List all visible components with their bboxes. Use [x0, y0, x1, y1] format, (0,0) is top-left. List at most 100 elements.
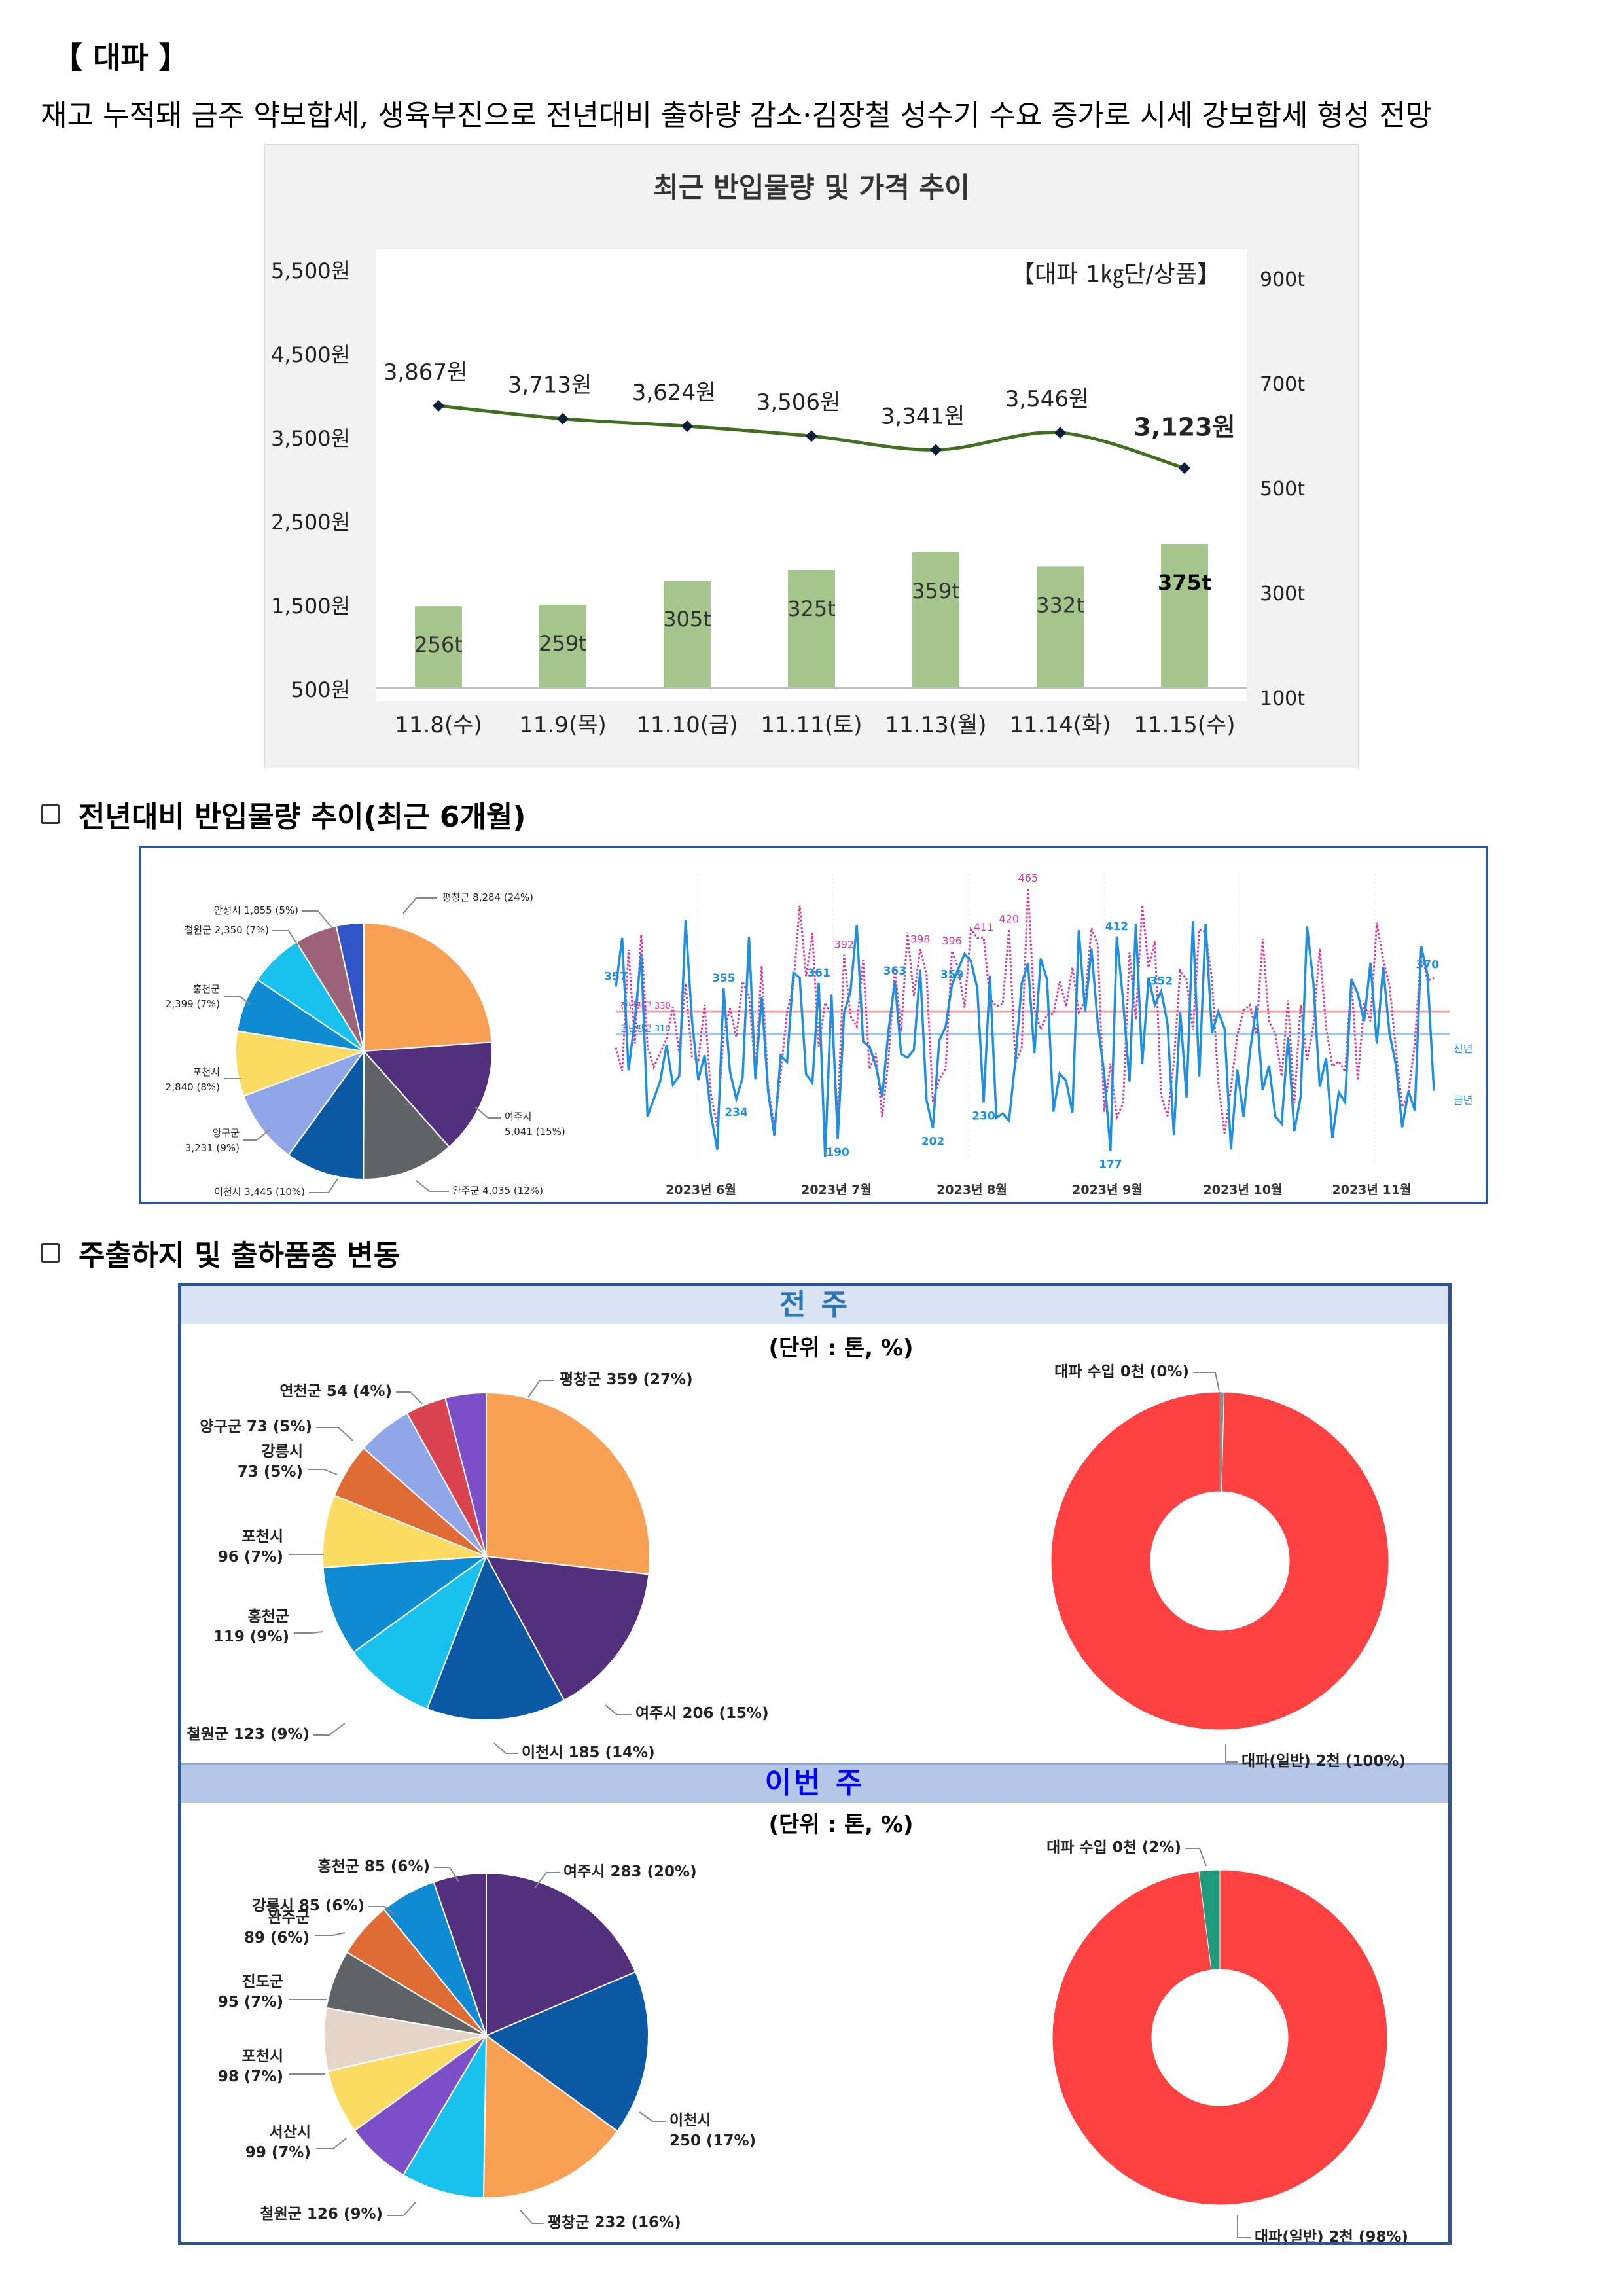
this-week-pie-slice: [402, 2033, 488, 2198]
last-year-data-label: 396: [942, 935, 962, 947]
y-left-tick-label: 500원: [291, 677, 350, 702]
this-year-line: [615, 920, 1435, 1158]
leader-line: [243, 1129, 270, 1141]
prev-week-pie-slice: [444, 1391, 487, 1557]
volume-bar: [664, 581, 711, 688]
leader-line: [402, 897, 437, 914]
last-year-data-label: 392: [834, 939, 855, 951]
price-point: [557, 412, 569, 425]
volume-data-label: 375t: [1158, 570, 1211, 595]
checkbox-icon: [41, 1243, 60, 1263]
x-tick-label: 11.8(수): [395, 712, 482, 738]
legend-last-year: 전년: [1454, 1043, 1472, 1055]
price-point: [930, 444, 942, 456]
prev-week-title: 전 주: [779, 1288, 851, 1321]
six-month-pie-slice: [362, 1041, 493, 1148]
pie-label: 이천시 185 (14%): [522, 1744, 655, 1761]
prev-week-region-pie: 평창군 359 (27%) 여주시 206 (15%) 이천시 185 (14%) 철…: [187, 1371, 768, 1761]
leader-line: [474, 1106, 501, 1119]
month-tick-label: 2023년 9월: [1072, 1183, 1143, 1197]
this-year-data-label: 230: [972, 1109, 995, 1122]
price-line-series: 3,867원 3,713원 3,624원 3,506원 3,341원 3,546원 3,12…: [383, 359, 1236, 475]
pie-label: 홍천군: [248, 1608, 289, 1625]
pie-label: 여주시 283 (20%): [563, 1863, 697, 1880]
price-data-label: 3,713원: [508, 372, 592, 399]
leader-line: [1193, 1372, 1220, 1391]
leader-line: [605, 1704, 632, 1715]
x-tick-label: 11.13(월): [885, 712, 986, 738]
leader-line: [294, 1631, 323, 1634]
last-year-data-label: 465: [1018, 872, 1039, 884]
pie-label: 99 (7%): [245, 2144, 311, 2161]
legend-this-year: 금년: [1454, 1094, 1472, 1107]
this-year-data-label: 412: [1105, 920, 1129, 933]
month-tick-label: 2023년 10월: [1204, 1183, 1283, 1197]
price-volume-chart: 최근 반입물량 및 가격 추이 【대파 1㎏단/상품】 256t 259t 305t…: [264, 144, 1359, 768]
leader-line: [639, 2111, 666, 2122]
volume-bar: [539, 604, 586, 688]
leader-line: [272, 930, 299, 947]
leader-line: [534, 1872, 560, 1889]
weekly-svg: (단위 : 톤, %) (단위 : 톤, %) 평창군 359 (27%) 여주시…: [187, 1335, 1408, 2242]
y-right-tick-label: 500t: [1260, 478, 1305, 501]
month-tick-label: 2023년 8월: [936, 1183, 1007, 1197]
leader-line: [313, 1723, 346, 1736]
prev-week-pie-slice: [426, 1554, 565, 1721]
leader-line: [520, 2210, 544, 2224]
this-week-header: 이번 주: [181, 1763, 1448, 1803]
pie-label: 119 (9%): [213, 1628, 289, 1645]
prev-week-header: 전 주: [181, 1286, 1448, 1324]
pie-label: 이천시 3,445 (10%): [214, 1186, 305, 1198]
prev-week-pie-slice: [485, 1555, 650, 1702]
pie-label: 95 (7%): [218, 1994, 283, 2011]
x-tick-label: 11.11(토): [760, 712, 862, 738]
price-data-label: 3,341원: [881, 403, 965, 429]
pie-label: 평창군 8,284 (24%): [442, 891, 533, 903]
this-week-region-pie: 여주시 283 (20%) 이천시 250 (17%) 평창군 232 (16%) 철원…: [218, 1858, 756, 2231]
prev-week-pie-slice: [322, 1494, 487, 1569]
pie-label: 5,041 (15%): [505, 1126, 565, 1138]
y-right-tick-label: 300t: [1260, 583, 1305, 605]
volume-data-label: 305t: [663, 607, 711, 632]
prev-week-pie-slice: [352, 1554, 488, 1710]
last-year-data-label: 411: [974, 921, 994, 933]
y-left-tick-label: 3,500원: [271, 426, 350, 451]
volume-data-label: 259t: [539, 631, 587, 656]
pie-label: 양구군 73 (5%): [200, 1418, 312, 1435]
month-tick-label: 2023년 7월: [801, 1183, 872, 1197]
six-month-pie-slice: [287, 1049, 365, 1181]
six-month-pie-slice: [335, 922, 365, 1052]
y-left-tick-label: 2,500원: [271, 510, 350, 535]
leader-line: [316, 1427, 353, 1441]
page-subheading: 재고 누적돼 금주 약보합세, 생육부진으로 전년대비 출하량 감소·김장철 성…: [41, 99, 1433, 132]
prev-week-donut-slice: [1050, 1391, 1389, 1731]
volume-bar: [1037, 566, 1084, 688]
pie-label: 홍천군 85 (6%): [317, 1858, 430, 1875]
y-right-tick-label: 700t: [1260, 373, 1305, 396]
pie-label: 강릉시 85 (6%): [252, 1897, 365, 1914]
leader-line: [302, 910, 332, 927]
pie-label: 여주시: [505, 1111, 531, 1122]
y-left-tick-label: 1,500원: [271, 594, 350, 619]
leader-line: [387, 2202, 416, 2216]
x-tick-label: 11.9(목): [519, 712, 607, 738]
price-point: [681, 420, 693, 433]
x-tick-label: 11.15(수): [1133, 712, 1235, 738]
this-year-data-label: 190: [826, 1146, 849, 1159]
price-point: [806, 430, 817, 442]
x-tick-label: 11.10(금): [636, 712, 738, 738]
pie-label: 2,840 (8%): [166, 1081, 220, 1093]
six-month-pie: 평창군 8,284 (24%) 여주시 5,041 (15%) 완주군 4,035 (…: [166, 891, 565, 1198]
volume-bar: [788, 570, 835, 688]
this-week-title: 이번 주: [764, 1767, 865, 1800]
volume-data-label: 256t: [414, 632, 463, 657]
axes: 5,500원 4,500원 3,500원 2,500원 1,500원 500원 900t 70…: [271, 259, 1305, 738]
section-shipping-regions-label: 주출하지 및 출하품종 변동: [79, 1239, 401, 1272]
this-week-donut-slice: [1198, 1869, 1221, 1971]
section-yoy-volume-label: 전년대비 반입물량 추이(최근 6개월): [79, 800, 526, 834]
unit-annotation: 【대파 1㎏단/상품】: [1011, 261, 1221, 288]
pie-label: 96 (7%): [218, 1549, 283, 1566]
leader-line: [416, 1180, 449, 1192]
this-week-pie-slice: [433, 1872, 487, 2036]
pie-label: 철원군 2,350 (7%): [185, 924, 269, 936]
